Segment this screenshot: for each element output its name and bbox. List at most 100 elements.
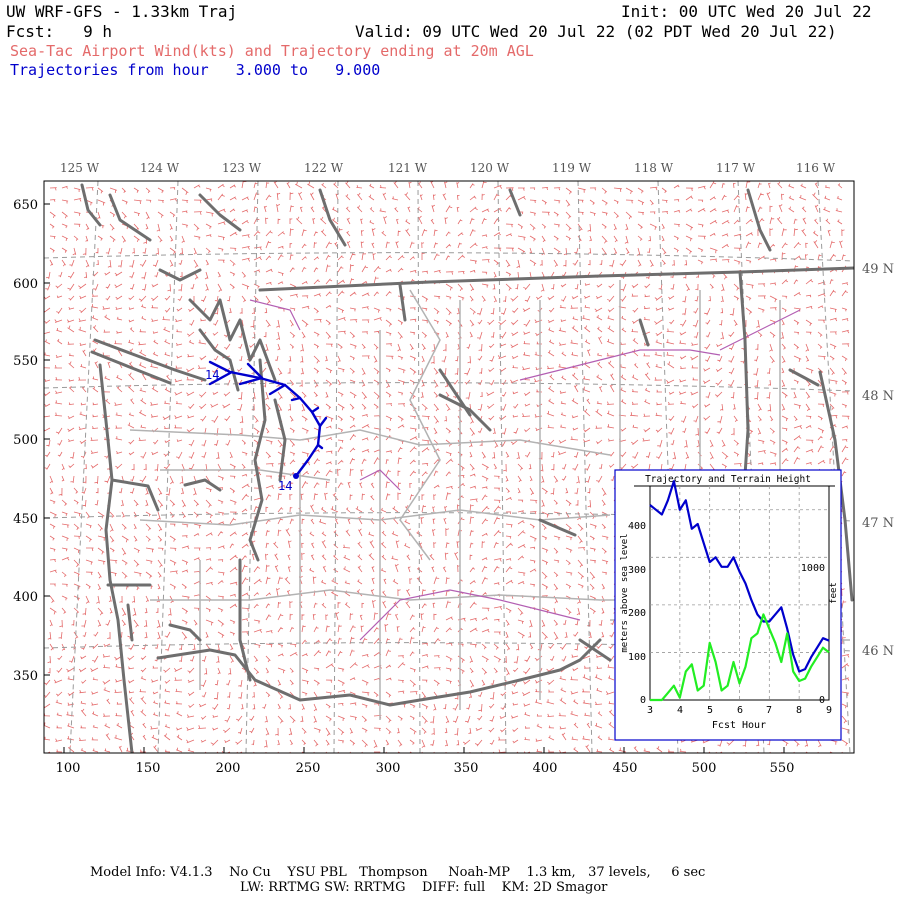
wind-barb bbox=[349, 252, 356, 261]
wind-barb bbox=[103, 687, 111, 693]
trajectory-path[interactable] bbox=[208, 360, 328, 478]
wind-barb bbox=[277, 653, 284, 657]
wind-barb bbox=[265, 230, 273, 237]
wind-barb bbox=[253, 256, 262, 261]
wind-barb bbox=[529, 235, 536, 242]
wind-barb bbox=[265, 194, 272, 201]
wind-barb bbox=[409, 436, 418, 441]
wind-barb bbox=[241, 508, 248, 513]
wind-barb bbox=[325, 415, 334, 422]
wind-barb bbox=[505, 535, 512, 539]
wind-barb bbox=[56, 667, 63, 673]
wind-barb bbox=[176, 451, 183, 460]
wind-barb bbox=[157, 547, 164, 551]
wind-barb bbox=[709, 181, 717, 189]
wind-barb bbox=[582, 376, 591, 381]
wind-barb bbox=[104, 748, 111, 753]
wind-barb bbox=[238, 679, 243, 688]
lon-label: 125 W bbox=[60, 161, 100, 175]
wind-barb bbox=[85, 583, 91, 589]
wind-barb bbox=[103, 329, 111, 333]
wind-barb bbox=[299, 206, 303, 213]
wind-barb bbox=[69, 655, 75, 663]
wind-barb bbox=[587, 487, 591, 494]
wind-barb bbox=[301, 256, 307, 261]
wind-barb bbox=[513, 427, 519, 434]
wind-barb bbox=[67, 427, 75, 432]
y-tick-label: 550 bbox=[13, 354, 38, 369]
wind-barb bbox=[829, 751, 835, 753]
wind-barb bbox=[346, 240, 351, 249]
wind-barb bbox=[469, 590, 474, 597]
wind-barb bbox=[493, 499, 501, 503]
wind-barb bbox=[349, 291, 357, 297]
wind-barb bbox=[716, 427, 723, 435]
wind-barb bbox=[229, 603, 238, 609]
wind-barb bbox=[742, 739, 747, 747]
wind-barb bbox=[310, 554, 315, 561]
wind-barb bbox=[680, 319, 687, 327]
wind-barb bbox=[503, 295, 507, 303]
wind-barb bbox=[289, 506, 293, 513]
wind-barb bbox=[493, 516, 500, 525]
wind-barb bbox=[721, 283, 725, 292]
wind-barb bbox=[214, 307, 219, 315]
wind-barb bbox=[777, 181, 783, 189]
wind-barb bbox=[469, 463, 475, 471]
wind-barb bbox=[213, 355, 219, 361]
wind-barb bbox=[349, 625, 356, 633]
wind-barb bbox=[241, 219, 249, 225]
wind-barb bbox=[310, 504, 315, 513]
wind-barb bbox=[632, 319, 639, 324]
wind-barb bbox=[478, 691, 483, 698]
wind-barb bbox=[61, 463, 65, 471]
wind-barb bbox=[349, 391, 357, 399]
wind-barb bbox=[481, 234, 488, 237]
wind-barb bbox=[565, 187, 573, 195]
wind-barb bbox=[397, 391, 404, 396]
wind-barb bbox=[667, 749, 675, 753]
wind-barb bbox=[385, 268, 392, 273]
wind-barb bbox=[781, 343, 787, 350]
wind-barb bbox=[553, 211, 559, 217]
wind-barb bbox=[289, 228, 294, 237]
wind-barb bbox=[421, 739, 426, 748]
wind-barb bbox=[229, 499, 237, 505]
wind-barb bbox=[252, 703, 256, 710]
wind-barb bbox=[491, 451, 496, 459]
wind-barb bbox=[165, 487, 171, 496]
wind-barb bbox=[597, 353, 603, 357]
wind-barb bbox=[430, 181, 435, 189]
wind-barb bbox=[249, 727, 255, 734]
wind-barb bbox=[49, 187, 57, 191]
wind-barb bbox=[505, 487, 510, 493]
wind-barb bbox=[409, 667, 416, 673]
wind-barb bbox=[560, 643, 567, 650]
wind-barb bbox=[167, 283, 171, 292]
wind-barb bbox=[312, 614, 316, 621]
wind-barb bbox=[557, 451, 567, 456]
wind-barb bbox=[84, 271, 88, 279]
wind-barb bbox=[263, 331, 267, 338]
wind-barb bbox=[421, 715, 428, 724]
wind-barb bbox=[289, 343, 295, 349]
wind-barb bbox=[709, 247, 718, 254]
wind-barb bbox=[109, 235, 116, 243]
wind-barb bbox=[433, 242, 438, 249]
wind-barb bbox=[114, 402, 123, 406]
wind-barb bbox=[481, 518, 488, 525]
wind-barb bbox=[397, 379, 406, 385]
wind-barb bbox=[768, 182, 771, 189]
wind-barb bbox=[253, 565, 261, 573]
wind-barb bbox=[445, 471, 451, 477]
wind-barb bbox=[510, 715, 519, 719]
wind-barb bbox=[793, 379, 799, 384]
wind-barb bbox=[357, 579, 363, 585]
wind-barb bbox=[409, 427, 417, 432]
wind-barb bbox=[128, 384, 135, 393]
wind-barb bbox=[205, 187, 212, 192]
wind-barb bbox=[409, 627, 416, 633]
wind-barb bbox=[383, 216, 388, 225]
trajectory-label-start: 14 bbox=[205, 368, 219, 382]
wind-barb bbox=[115, 712, 123, 717]
